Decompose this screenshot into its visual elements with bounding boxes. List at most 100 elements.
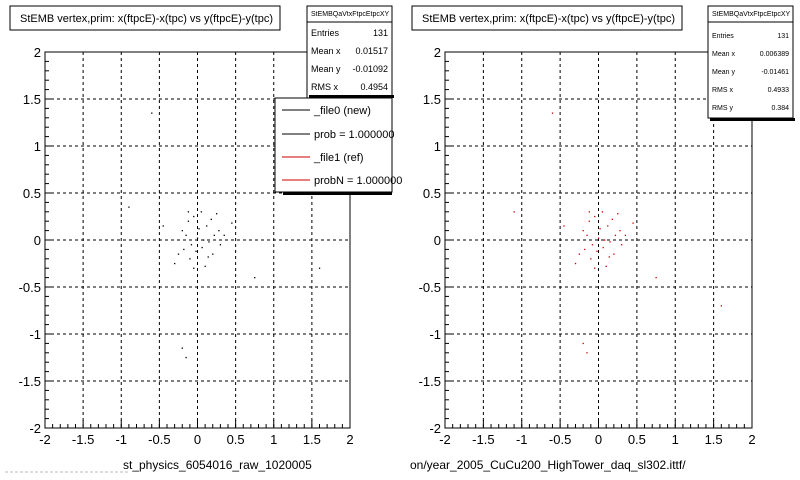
- scatter-point: [594, 267, 596, 269]
- scatter-point: [162, 225, 164, 227]
- scatter-point: [551, 112, 554, 114]
- scatter-point: [619, 230, 621, 232]
- scatter-point: [591, 244, 594, 246]
- footer-label: st_physics_6054016_raw_1020005: [123, 458, 312, 472]
- stats-rmsx-label: RMS x: [712, 87, 734, 94]
- scatter-point: [617, 213, 619, 215]
- scatter-point: [203, 239, 205, 241]
- stats-rmsy-value: 0.384: [771, 105, 789, 112]
- stats-rmsx-label: RMS x: [311, 82, 339, 92]
- stats-entries-label: Entries: [712, 33, 734, 40]
- left-chart: StEMB vertex,prim: x(ftpcE)-x(tpc) vs y(…: [9, 5, 402, 472]
- stats-entries-label: Entries: [311, 28, 340, 38]
- x-tick-label: 0: [595, 432, 602, 447]
- y-tick-label: 1.5: [23, 92, 41, 107]
- x-tick-label: 0.5: [227, 432, 245, 447]
- scatter-point: [128, 206, 130, 208]
- y-tick-label: 1.5: [423, 92, 441, 107]
- scatter-point: [720, 305, 722, 307]
- scatter-point: [597, 237, 600, 239]
- scatter-point: [174, 262, 176, 265]
- scatter-point: [231, 222, 233, 224]
- scatter-point: [574, 262, 577, 265]
- scatter-point: [223, 234, 225, 236]
- stats-meany-value: -0.01461: [761, 69, 789, 76]
- x-tick-label: 1: [270, 432, 277, 447]
- scatter-point: [201, 246, 203, 249]
- scatter-point: [608, 256, 610, 258]
- x-tick-label: -1: [516, 432, 528, 447]
- scatter-point: [624, 234, 627, 236]
- legend-item-3: probN = 1.000000: [314, 175, 402, 187]
- x-tick-labels: -2 -1.5 -1 -0.5 0 0.5 1 1.5 2: [39, 432, 353, 447]
- scatter-point: [609, 241, 611, 243]
- scatter-point: [604, 239, 606, 241]
- scatter-point: [513, 211, 515, 213]
- scatter-point: [563, 225, 565, 227]
- scatter-point: [187, 220, 190, 222]
- scatter-point: [596, 250, 598, 252]
- scatter-point: [590, 258, 592, 260]
- scatter-point: [578, 253, 581, 255]
- scatter-point: [212, 253, 214, 255]
- legend: _file0 (new) prob = 1.000000 _file1 (ref…: [274, 97, 402, 195]
- stats-meany-label: Mean y: [311, 64, 341, 74]
- stats-entries-value: 131: [777, 33, 789, 40]
- scatter-point: [181, 347, 183, 349]
- scatter-point: [195, 250, 197, 252]
- scatter-point: [210, 218, 212, 221]
- y-tick-label: 1: [434, 139, 441, 154]
- stats-box: StEMBQaVtxFtpcEtpcXY Entries 131 Mean x …: [306, 5, 394, 99]
- stats-meanx-label: Mean x: [712, 51, 735, 58]
- right-chart: StEMB vertex,prim: x(ftpcE)-x(tpc) vs y(…: [410, 5, 795, 472]
- x-tick-label: 1.5: [303, 432, 321, 447]
- x-tick-label: 1.5: [705, 432, 723, 447]
- stats-rmsx-value: 0.4954: [360, 82, 388, 92]
- scatter-point: [594, 215, 596, 218]
- y-tick-label: -1: [29, 327, 41, 342]
- stats-meanx-value: 0.006389: [760, 51, 789, 58]
- y-tick-label: 0.5: [23, 186, 41, 201]
- y-tick-label: -0.5: [419, 280, 441, 295]
- y-tick-label: 2: [34, 45, 41, 60]
- scatter-point: [611, 218, 614, 221]
- scatter-point: [632, 222, 634, 224]
- scatter-point: [599, 228, 601, 230]
- x-tick-label: -2: [39, 432, 51, 447]
- scatter-point: [204, 265, 206, 268]
- scatter-point: [190, 244, 193, 246]
- scatter-point: [601, 211, 604, 213]
- y-tick-label: 1: [34, 139, 41, 154]
- scatter-point: [189, 258, 191, 260]
- scatter-point: [588, 211, 590, 213]
- y-tick-label: -1: [429, 327, 441, 342]
- x-tick-label: -1.5: [472, 432, 494, 447]
- scatter-point: [620, 244, 623, 246]
- stats-meany-value: -0.01092: [352, 64, 388, 74]
- footer-label: on/year_2005_CuCu200_HighTower_daq_sl302…: [410, 458, 686, 472]
- scatter-point: [208, 241, 210, 243]
- stats-title: StEMBQaVtxFtpcEtpcXY: [311, 11, 390, 18]
- scatter-points: [513, 112, 722, 354]
- y-tick-labels: 2 1.5 1 0.5 0 -0.5 -1 -1.5 -2: [419, 45, 441, 436]
- y-tick-label: 0: [434, 233, 441, 248]
- scatter-point: [193, 267, 195, 269]
- scatter-point: [196, 237, 199, 239]
- scatter-points: [128, 112, 321, 359]
- scatter-point: [185, 234, 187, 236]
- chart-title-box: [9, 5, 281, 31]
- legend-item-0: _file0 (new): [313, 105, 371, 117]
- scatter-point: [181, 230, 183, 232]
- scatter-point: [254, 277, 256, 279]
- grid: [45, 52, 350, 428]
- scatter-point: [584, 248, 586, 251]
- x-tick-label: -2: [439, 432, 451, 447]
- scatter-point: [607, 225, 609, 227]
- scatter-point: [602, 246, 604, 249]
- stats-title: StEMBQaVtxFtpcEtpcXY: [712, 11, 791, 18]
- chart-title: StEMB vertex,prim: x(ftpcE)-x(tpc) vs y(…: [422, 13, 675, 25]
- scatter-point: [207, 256, 209, 258]
- stats-entries-value: 131: [373, 28, 388, 38]
- scatter-point: [586, 234, 588, 236]
